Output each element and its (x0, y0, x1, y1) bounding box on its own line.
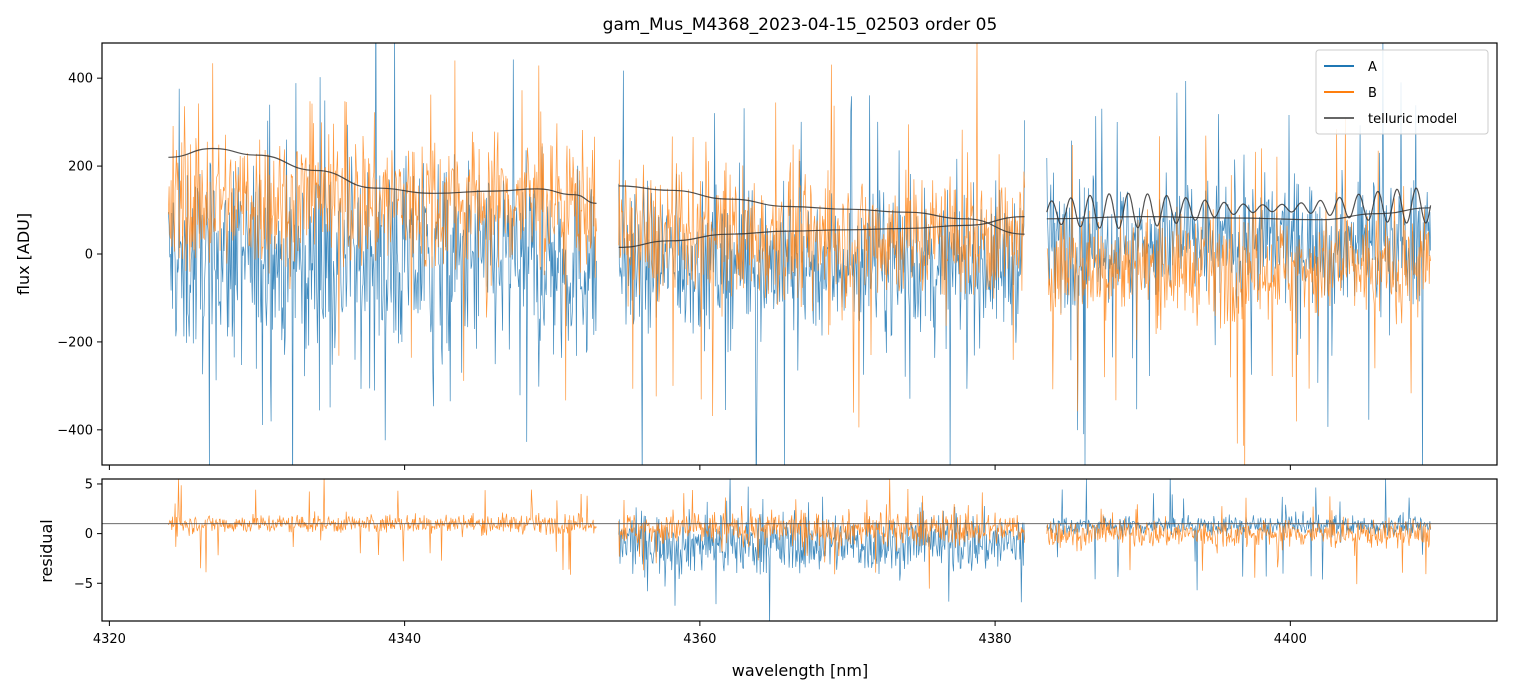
legend-box (1315, 49, 1489, 135)
flux-x-ticks (108, 465, 1291, 470)
residual-panel-frame (101, 478, 1498, 622)
flux-y-tick-label-4: −400 (57, 423, 93, 438)
residual-a-line-2 (1046, 479, 1431, 591)
x-axis-label: wavelength [nm] (732, 661, 869, 680)
telluric-model-curve-3 (1046, 207, 1431, 221)
telluric-model-curve-0 (168, 147, 597, 204)
flux-y-tick-label-2: 0 (85, 248, 93, 263)
chart-title: gam_Mus_M4368_2023-04-15_02503 order 05 (603, 15, 998, 35)
flux-y-tick-label-0: 400 (68, 72, 93, 87)
series-b-line-1 (618, 43, 1025, 428)
residual-x-tick-label-4: 4400 (1274, 632, 1307, 647)
series-b-line-2 (1046, 118, 1431, 465)
residual-b-line-2 (1046, 496, 1431, 585)
flux-y-tick-label-1: 200 (68, 160, 93, 175)
residual-y-tick-label-2: −5 (74, 577, 93, 592)
flux-y-label: flux [ADU] (14, 213, 33, 295)
residual-b-line-1 (618, 479, 1025, 589)
residual-a-line-1 (618, 479, 1025, 621)
residual-x-tick-label-2: 4360 (683, 632, 716, 647)
residual-x-ticks: 4320 4340 4360 4380 4400 (93, 621, 1307, 647)
residual-x-tick-label-1: 4340 (388, 632, 421, 647)
series-a-line-0 (168, 43, 597, 465)
flux-data (168, 43, 1432, 465)
residual-panel: 5 0 −5 4320 4340 4360 4380 4400 residual wavel… (37, 477, 1498, 680)
residual-y-ticks: 5 0 −5 (74, 477, 102, 592)
series-a-line-1 (618, 70, 1025, 465)
series-b-line-0 (168, 60, 597, 401)
telluric-model-oscillation (1046, 187, 1432, 230)
residual-y-tick-label-0: 5 (85, 477, 93, 492)
legend-label-model: telluric model (1368, 112, 1457, 127)
flux-y-ticks: 400 200 0 −200 −400 (57, 72, 102, 438)
residual-y-tick-label-1: 0 (85, 527, 93, 542)
flux-panel: 400 200 0 −200 −400 flux [ADU] A B telluric … (14, 42, 1498, 470)
legend: A B telluric model (1315, 49, 1489, 135)
residual-x-tick-label-3: 4380 (979, 632, 1012, 647)
telluric-model-curve-1 (618, 185, 1025, 235)
legend-label-a: A (1368, 60, 1377, 75)
flux-y-tick-label-3: −200 (57, 335, 93, 350)
residual-y-label: residual (37, 519, 56, 582)
residual-data (102, 479, 1497, 621)
legend-label-b: B (1368, 86, 1377, 101)
telluric-model-curve-2 (618, 216, 1025, 248)
residual-x-tick-label-0: 4320 (93, 632, 126, 647)
residual-b-line-0 (168, 479, 597, 575)
